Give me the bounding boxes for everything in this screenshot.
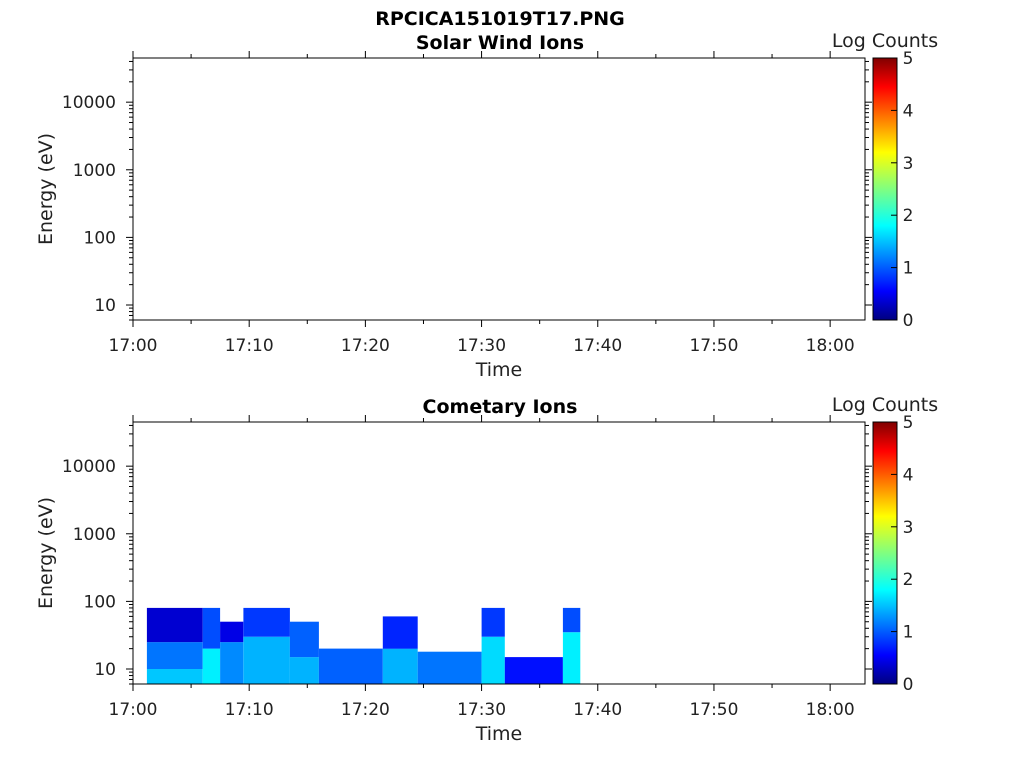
colorbar-ticks: 0 1 2 3 4 5	[891, 413, 913, 695]
x-tick-label: 17:30	[457, 700, 506, 720]
x-tick-label: 17:40	[573, 336, 622, 356]
y-tick-label: 10	[94, 660, 116, 680]
y-axis-label: Energy (eV)	[35, 497, 57, 609]
y-tick-label: 10000	[62, 457, 116, 477]
x-tick-label: 17:50	[689, 700, 738, 720]
colorbar	[872, 57, 898, 321]
y-tick-label: 10	[94, 296, 116, 316]
spectrogram-cell	[562, 607, 581, 633]
spectrogram-cells	[146, 607, 581, 684]
colorbar-tick-label: 2	[903, 206, 914, 226]
colorbar-tick-label: 3	[903, 154, 914, 174]
spectrogram-cell	[318, 648, 383, 684]
spectrogram-cell	[289, 621, 319, 658]
y-axis-ticks: 10 100 1000 10000	[62, 60, 872, 321]
spectrogram-cell	[146, 669, 203, 684]
figure-title: RPCICA151019T17.PNG	[375, 8, 625, 30]
x-tick-label: 17:00	[109, 700, 158, 720]
spectrogram-cell	[417, 651, 482, 684]
spectrogram-cell	[481, 636, 505, 684]
x-tick-label: 17:20	[341, 336, 390, 356]
y-axis-ticks: 10 100 1000 10000	[62, 424, 872, 685]
x-axis-ticks: 17:00 17:10 17:20 17:30 17:40 17:50 18:00	[109, 51, 855, 356]
spectrogram-cell	[243, 636, 290, 684]
x-tick-label: 17:10	[225, 336, 274, 356]
spectrogram-cell	[382, 648, 418, 684]
spectrogram-cell	[562, 632, 581, 684]
colorbar-tick-label: 1	[903, 623, 914, 643]
spectrogram-cell	[146, 642, 203, 669]
spectrogram-cell	[289, 657, 319, 684]
colorbar-ticks: 0 1 2 3 4 5	[891, 49, 913, 331]
colorbar-tick-label: 0	[903, 311, 914, 331]
colorbar-tick-label: 3	[903, 518, 914, 538]
y-tick-label: 1000	[73, 525, 116, 545]
plot-area	[132, 421, 866, 685]
spectrogram-cell	[202, 648, 221, 684]
colorbar	[872, 421, 898, 685]
panel-solar-wind-ions: Solar Wind Ions 17:00 17:10 17:20 17:30 17:4…	[35, 30, 938, 381]
colorbar-label: Log Counts	[832, 394, 938, 416]
x-axis-ticks: 17:00 17:10 17:20 17:30 17:40 17:50 18:00	[109, 415, 855, 720]
x-tick-label: 18:00	[806, 700, 855, 720]
y-axis-label: Energy (eV)	[35, 133, 57, 245]
x-axis-label: Time	[475, 723, 523, 745]
x-tick-label: 18:00	[806, 336, 855, 356]
spectrogram-cell	[382, 616, 418, 649]
x-tick-label: 17:40	[573, 700, 622, 720]
colorbar-tick-label: 4	[903, 101, 914, 121]
spectrogram-cell	[220, 621, 244, 643]
spectrogram-cell	[220, 642, 244, 684]
y-tick-label: 1000	[73, 161, 116, 181]
x-axis-label: Time	[475, 359, 523, 381]
y-tick-label: 100	[84, 228, 116, 248]
x-tick-label: 17:20	[341, 700, 390, 720]
x-tick-label: 17:10	[225, 700, 274, 720]
colorbar-tick-label: 0	[903, 675, 914, 695]
panel-cometary-ions: Cometary Ions 17:00 17:10 17:20 17:30 17:40 1…	[35, 394, 938, 745]
colorbar-label: Log Counts	[832, 30, 938, 52]
panel-title: Solar Wind Ions	[416, 32, 584, 54]
spectrogram-cell	[243, 607, 290, 637]
colorbar-tick-label: 5	[903, 49, 914, 69]
spectrogram-cell	[202, 607, 221, 649]
x-tick-label: 17:30	[457, 336, 506, 356]
y-tick-label: 100	[84, 592, 116, 612]
spectrogram-cell	[504, 657, 563, 684]
panel-title: Cometary Ions	[423, 396, 578, 418]
colorbar-tick-label: 5	[903, 413, 914, 433]
plot-area	[132, 57, 866, 321]
x-tick-label: 17:50	[689, 336, 738, 356]
y-tick-label: 10000	[62, 93, 116, 113]
colorbar-tick-label: 2	[903, 570, 914, 590]
spectrogram-cell	[481, 607, 505, 637]
colorbar-tick-label: 1	[903, 259, 914, 279]
colorbar-tick-label: 4	[903, 465, 914, 485]
spectrogram-cell	[146, 607, 203, 643]
x-tick-label: 17:00	[109, 336, 158, 356]
